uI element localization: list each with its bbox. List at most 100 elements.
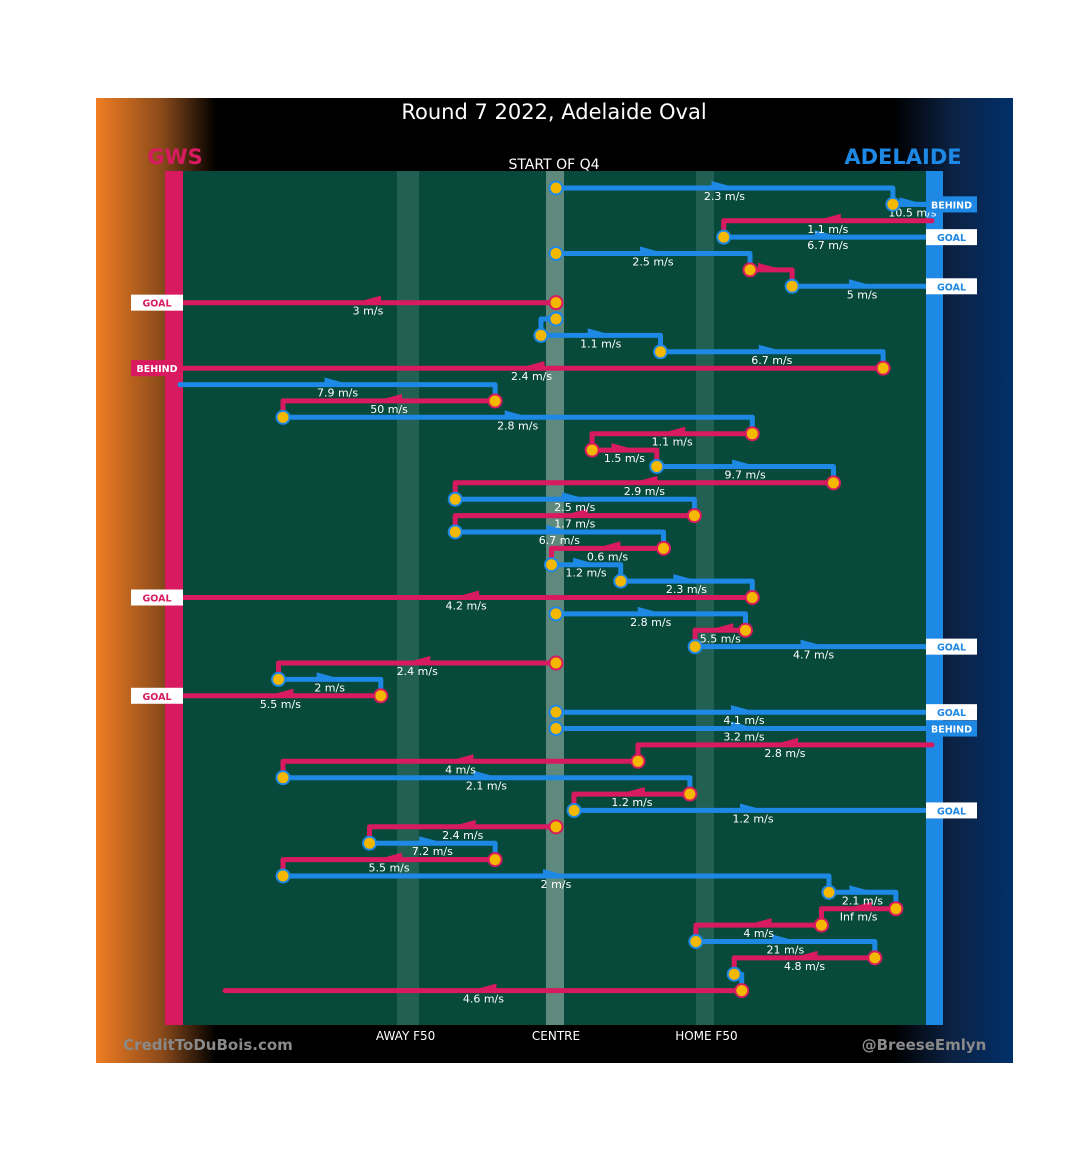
direction-arrow: [795, 950, 818, 959]
direction-arrow: [849, 901, 872, 910]
outcome-label: GOAL: [937, 643, 966, 654]
direction-arrow: [758, 262, 781, 271]
ball-markers: [271, 180, 904, 999]
direction-arrow: [800, 639, 823, 648]
speed-label: 10.5 m/s: [888, 206, 936, 219]
speed-label: 6.7 m/s: [539, 534, 580, 547]
ball-marker: [487, 852, 503, 868]
direction-arrow: [380, 393, 403, 402]
direction-arrow: [451, 754, 474, 763]
ball-marker: [813, 917, 829, 933]
direction-arrow: [504, 410, 527, 419]
ball-marker: [447, 491, 463, 507]
speed-label: 1.2 m/s: [732, 812, 773, 825]
ball-marker: [548, 311, 564, 327]
ball-marker: [825, 475, 841, 491]
speed-label: 2.8 m/s: [630, 616, 671, 629]
ball-marker: [275, 409, 291, 425]
team-name-gws: GWS: [147, 145, 203, 169]
ball-marker: [716, 229, 732, 245]
outcome-label: GOAL: [142, 594, 171, 605]
outcome-label: BEHIND: [136, 364, 177, 375]
ball-marker: [734, 983, 750, 999]
ball-marker: [447, 524, 463, 540]
speed-label: 50 m/s: [370, 403, 408, 416]
speed-label: 4 m/s: [445, 763, 476, 776]
outcome-badge: [926, 229, 977, 246]
ball-marker: [649, 458, 665, 474]
ball-marker: [653, 344, 669, 360]
chain-paths: [177, 181, 935, 994]
speed-label: 1.1 m/s: [807, 223, 848, 236]
speed-label: 2.5 m/s: [632, 256, 673, 269]
outcome-badge: [131, 294, 183, 311]
outcome-label: GOAL: [937, 708, 966, 719]
ball-marker: [738, 622, 754, 638]
ball-marker: [742, 262, 758, 278]
direction-arrow: [453, 819, 476, 828]
speed-label: 4.7 m/s: [793, 649, 834, 662]
direction-arrow: [640, 246, 663, 255]
speed-label: 4.1 m/s: [723, 714, 764, 727]
ball-marker: [584, 442, 600, 458]
direction-arrow: [408, 656, 431, 665]
direction-arrow: [772, 934, 795, 943]
speed-label: 1.1 m/s: [652, 436, 693, 449]
ball-marker: [888, 901, 904, 917]
direction-arrow: [546, 524, 569, 533]
outcome-badge: [926, 196, 977, 213]
speed-label: Inf m/s: [840, 911, 878, 924]
speed-label: 2.9 m/s: [624, 485, 665, 498]
outcome-badge: [926, 802, 977, 819]
chart-subtitle: START OF Q4: [508, 157, 599, 173]
speed-label: 4.2 m/s: [446, 600, 487, 613]
speed-label: 5.5 m/s: [700, 632, 741, 645]
adelaide-goal-line: [926, 171, 943, 1025]
ball-marker: [548, 606, 564, 622]
direction-arrow: [573, 557, 596, 566]
ball-marker: [548, 655, 564, 671]
speed-label: 4.6 m/s: [463, 993, 504, 1006]
direction-arrow: [473, 770, 496, 779]
ball-marker: [533, 327, 549, 343]
speed-label: 2.3 m/s: [666, 583, 707, 596]
direction-arrow: [732, 459, 755, 468]
speed-label: 7.2 m/s: [412, 845, 453, 858]
speed-label: 5 m/s: [847, 288, 878, 301]
speed-label: 1.2 m/s: [566, 567, 607, 580]
outcome-label: GOAL: [142, 299, 171, 310]
ball-marker: [686, 508, 702, 524]
outcome-badge: [926, 704, 977, 721]
direction-arrow: [663, 426, 686, 435]
speed-label: 5.5 m/s: [368, 862, 409, 875]
x-tick-label: AWAY F50: [376, 1029, 435, 1043]
outcome-label: GOAL: [937, 233, 966, 244]
direction-arrow: [899, 197, 922, 206]
direction-arrow: [740, 803, 763, 812]
ball-marker: [867, 950, 883, 966]
outcome-badge: [131, 589, 183, 606]
speed-label: 2.3 m/s: [704, 190, 745, 203]
direction-arrow: [587, 328, 610, 337]
speed-label: 2.4 m/s: [511, 370, 552, 383]
ball-marker: [548, 704, 564, 720]
ball-marker: [630, 753, 646, 769]
speed-label: 1.1 m/s: [580, 337, 621, 350]
speed-label: 3.2 m/s: [723, 731, 764, 744]
direction-arrow: [380, 852, 403, 861]
ball-marker: [656, 540, 672, 556]
speed-label: 2.1 m/s: [842, 894, 883, 907]
speed-label: 2 m/s: [541, 878, 572, 891]
outcome-badge: [926, 720, 977, 737]
ball-marker: [744, 590, 760, 605]
direction-arrow: [635, 475, 658, 484]
ball-marker: [688, 933, 704, 949]
ball-marker: [687, 639, 703, 655]
speed-label: 5.5 m/s: [260, 698, 301, 711]
x-tick-label: CENTRE: [532, 1029, 580, 1043]
speed-label: 4 m/s: [743, 927, 774, 940]
direction-arrow: [711, 181, 734, 189]
outcome-label: GOAL: [937, 282, 966, 293]
direction-arrow: [711, 623, 734, 632]
